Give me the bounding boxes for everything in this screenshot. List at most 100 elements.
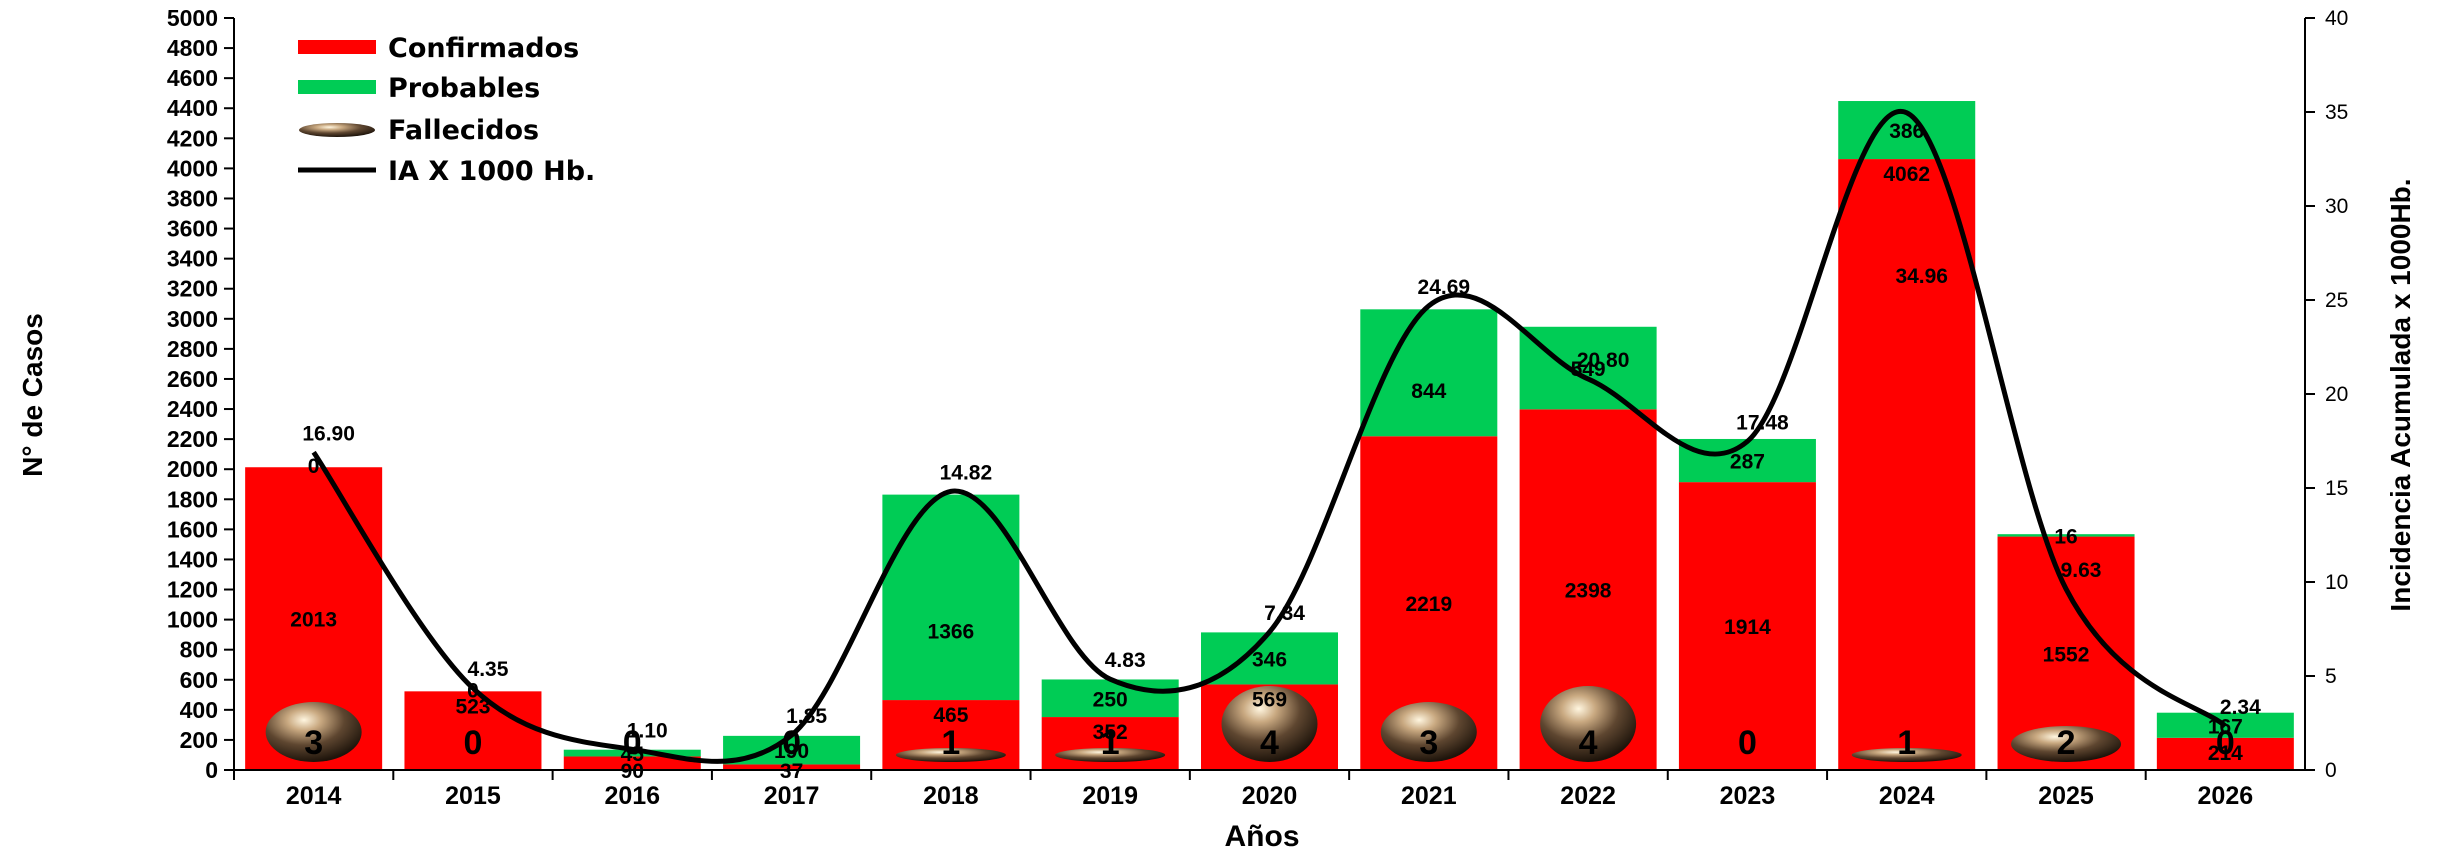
y2-tick-label: 0 <box>2325 759 2337 782</box>
x-tick-label: 2022 <box>1560 782 1616 810</box>
y-tick-label: 2600 <box>167 366 218 392</box>
bar-probables <box>563 749 701 757</box>
label-ia: 34.96 <box>1895 265 1948 288</box>
bar-probables <box>1678 438 1816 483</box>
label-ia: 17.48 <box>1736 411 1789 434</box>
legend-swatch-probables <box>298 80 376 94</box>
label-fallecidos: 2 <box>2057 724 2076 762</box>
bar-confirmados <box>1678 482 1816 770</box>
label-ia: 7.34 <box>1264 602 1305 625</box>
label-ia: 14.82 <box>940 461 993 484</box>
label-fallecidos: 0 <box>782 724 801 762</box>
y2-tick-label: 30 <box>2325 195 2348 218</box>
label-fallecidos: 0 <box>623 724 642 762</box>
y-tick-label: 2800 <box>167 336 218 362</box>
label-ia: 1.10 <box>627 719 668 742</box>
x-tick-label: 2023 <box>1720 782 1776 810</box>
y-tick-label: 2200 <box>167 426 218 452</box>
y-tick-label: 4800 <box>167 35 218 61</box>
label-fallecidos: 4 <box>1579 724 1598 762</box>
label-ia: 24.69 <box>1418 276 1471 299</box>
label-confirmados: 214 <box>2208 742 2243 765</box>
fallecidos-marker <box>1055 748 1166 762</box>
label-fallecidos: 1 <box>1897 724 1916 762</box>
x-tick-label: 2025 <box>2038 782 2094 810</box>
x-tick-label: 2015 <box>445 782 501 810</box>
y2-tick-label: 20 <box>2325 383 2348 406</box>
label-ia: 16.90 <box>302 422 355 445</box>
y-tick-label: 4400 <box>167 95 218 121</box>
y2-tick-label: 5 <box>2325 665 2337 688</box>
x-tick-label: 2018 <box>923 782 979 810</box>
y-tick-label: 3000 <box>167 306 218 332</box>
x-axis-title: Años <box>1225 820 1300 853</box>
y-tick-label: 4600 <box>167 65 218 91</box>
bar-probables <box>1519 326 1657 410</box>
y2-tick-label: 10 <box>2325 571 2348 594</box>
x-axis-ticks: 2014 2015 2016 2017 2018 2019 2020 2021 2022 2023… <box>233 770 2254 810</box>
label-probables: 844 <box>1411 380 1446 403</box>
y-tick-label: 3800 <box>167 185 218 211</box>
y-tick-label: 4000 <box>167 155 218 181</box>
bar-confirmados <box>2156 737 2294 770</box>
legend: Confirmados Probables Fallecidos IA X 10… <box>298 33 595 187</box>
y-tick-label: 3200 <box>167 276 218 302</box>
legend-swatch-confirmados <box>298 40 376 54</box>
label-ia: 4.83 <box>1105 649 1146 672</box>
label-probables: 346 <box>1252 648 1287 671</box>
y2-tick-label: 35 <box>2325 101 2348 124</box>
y-axis-title: N° de Casos <box>17 313 48 477</box>
label-confirmados: 2398 <box>1565 580 1612 603</box>
x-tick-label: 2024 <box>1879 782 1935 810</box>
fallecidos-marker <box>1540 686 1637 762</box>
label-fallecidos: 1 <box>941 724 960 762</box>
x-tick-label: 2014 <box>286 782 342 810</box>
y-tick-label: 3400 <box>167 246 218 272</box>
legend-label-fallecidos: Fallecidos <box>388 115 539 146</box>
y-tick-label: 2400 <box>167 396 218 422</box>
y-tick-label: 2000 <box>167 456 218 482</box>
label-fallecidos: 1 <box>1101 724 1120 762</box>
label-probables: 250 <box>1093 688 1128 711</box>
bar-confirmados <box>404 691 542 770</box>
label-fallecidos: 4 <box>1260 724 1279 762</box>
label-probables: 45 <box>621 743 645 766</box>
x-tick-label: 2017 <box>764 782 820 810</box>
fallecidos-markers <box>265 686 2122 762</box>
y-tick-label: 200 <box>180 727 218 753</box>
label-confirmados: 352 <box>1093 721 1128 744</box>
label-confirmados: 90 <box>621 760 644 783</box>
ia-line <box>311 108 2227 764</box>
y2-tick-label: 40 <box>2325 7 2348 30</box>
y-tick-label: 600 <box>180 667 218 693</box>
label-confirmados: 523 <box>455 695 490 718</box>
bar-probables <box>1200 632 1339 685</box>
x-tick-label: 2021 <box>1401 782 1457 810</box>
x-tick-label: 2026 <box>2198 782 2254 810</box>
fallecidos-marker <box>1851 748 1962 762</box>
y-tick-label: 1000 <box>167 607 218 633</box>
label-confirmados: 1552 <box>2043 643 2090 666</box>
label-ia: 4.35 <box>468 658 509 681</box>
y2-tick-label: 15 <box>2325 477 2348 500</box>
y-tick-label: 4200 <box>167 125 218 151</box>
bar-confirmados <box>1838 159 1976 770</box>
y-tick-label: 400 <box>180 697 218 723</box>
label-fallecidos: 3 <box>304 724 323 762</box>
fallecidos-marker <box>1221 686 1318 762</box>
label-confirmados: 2013 <box>290 609 337 632</box>
data-labels: 2013016.90352304.35090451.100371901.8504… <box>290 120 2261 783</box>
bar-probables <box>1997 534 2135 537</box>
x-tick-label: 2016 <box>604 782 660 810</box>
bar-confirmados <box>723 764 861 770</box>
label-confirmados: 465 <box>933 704 968 727</box>
y-tick-label: 1200 <box>167 577 218 603</box>
label-fallecidos: 0 <box>464 724 483 762</box>
fallecidos-marker <box>2011 726 2122 762</box>
label-ia: 1.85 <box>786 705 827 728</box>
legend-swatch-fallecidos <box>299 123 375 137</box>
label-probables: 16 <box>2054 525 2077 548</box>
legend-label-confirmados: Confirmados <box>388 33 579 64</box>
label-fallecidos: 3 <box>1419 724 1438 762</box>
